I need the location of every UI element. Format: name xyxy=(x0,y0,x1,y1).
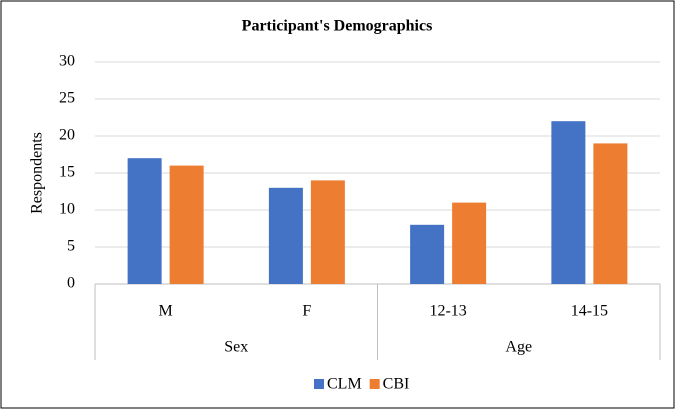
x-tick-label: F xyxy=(302,303,311,320)
x-tick-label: M xyxy=(159,303,173,320)
group-label: Age xyxy=(505,339,532,356)
group-label: Sex xyxy=(224,339,248,356)
y-axis-label: Respondents xyxy=(29,132,46,214)
y-tick-label: 25 xyxy=(59,90,75,107)
y-tick-label: 30 xyxy=(59,53,75,70)
y-tick-label: 15 xyxy=(59,164,75,181)
y-tick-label: 5 xyxy=(67,238,75,255)
bar xyxy=(452,202,487,284)
bar xyxy=(310,180,345,284)
legend-swatch xyxy=(314,379,324,389)
bar xyxy=(169,165,204,284)
legend-swatch xyxy=(369,379,380,389)
y-tick-label: 20 xyxy=(59,127,75,144)
y-tick-label: 10 xyxy=(59,201,75,218)
bar xyxy=(593,143,628,284)
bar xyxy=(268,187,303,284)
legend-label: CBI xyxy=(383,376,410,393)
legend-label: CLM xyxy=(327,376,362,393)
y-tick-label: 0 xyxy=(67,275,75,292)
chart-title: Participant's Demographics xyxy=(242,18,433,35)
bar xyxy=(410,224,445,284)
x-tick-label: 14-15 xyxy=(571,303,608,320)
x-tick-label: 12-13 xyxy=(429,303,466,320)
bar xyxy=(127,158,162,284)
bar xyxy=(551,121,586,284)
